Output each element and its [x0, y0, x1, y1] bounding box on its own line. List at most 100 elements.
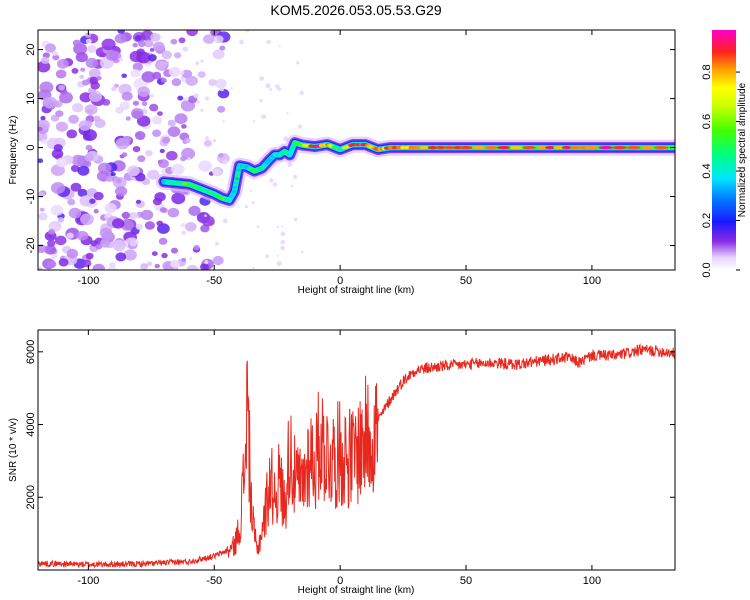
snr-x-ticks: -100 -50 0 50 100	[77, 330, 601, 587]
noise-blob	[58, 84, 66, 91]
noise-blob	[70, 182, 82, 192]
noise-dot	[205, 136, 210, 141]
noise-blob	[132, 42, 138, 48]
noise-dot	[281, 225, 283, 228]
noise-blob	[170, 247, 179, 254]
noise-blob	[47, 239, 56, 247]
noise-dot	[259, 76, 264, 81]
noise-blob	[130, 69, 141, 78]
noise-blob	[200, 263, 209, 270]
noise-blob	[85, 252, 94, 260]
colorbar-tick-label: 0.2	[701, 213, 713, 228]
colorbar-ticks: 0.0 0.2 0.4 0.6 0.8	[701, 64, 740, 278]
noise-dot	[280, 245, 285, 251]
noise-blob	[85, 57, 99, 69]
noise-dot	[291, 184, 294, 188]
noise-blob	[50, 204, 64, 216]
noise-blob	[178, 37, 186, 44]
noise-dot	[276, 261, 282, 267]
noise-blob	[136, 51, 151, 64]
noise-dot	[261, 114, 267, 119]
noise-dot	[222, 120, 225, 123]
noise-blob	[72, 103, 84, 113]
noise-blob	[167, 207, 180, 218]
noise-blob	[141, 71, 156, 83]
noise-blob	[121, 152, 128, 158]
noise-blob	[217, 105, 226, 113]
noise-dot	[269, 88, 273, 92]
noise-dot	[245, 30, 250, 33]
noise-blob	[84, 32, 92, 38]
colorbar: 0.0 0.2 0.4 0.6 0.8 Normalized spectral ampl…	[701, 30, 748, 278]
y-tick-label: 4000	[25, 412, 37, 436]
noise-blob	[44, 43, 56, 53]
noise-blob	[84, 104, 98, 115]
noise-blob	[93, 191, 104, 201]
noise-blob	[158, 237, 168, 245]
noise-blob	[201, 215, 215, 227]
noise-blob	[83, 129, 97, 141]
noise-blob	[104, 202, 117, 214]
colorbar-tick-label: 0.4	[701, 163, 713, 178]
noise-dot	[200, 108, 204, 112]
noise-blob	[107, 265, 117, 270]
noise-blob	[96, 76, 102, 81]
noise-blob	[77, 165, 90, 176]
noise-dot	[187, 157, 191, 161]
noise-dot	[230, 87, 233, 90]
ridge-hotspot	[404, 146, 411, 150]
noise-dot	[293, 174, 298, 179]
noise-blob	[85, 38, 92, 44]
noise-blob	[151, 251, 158, 256]
noise-blob	[141, 101, 148, 106]
noise-blob	[147, 169, 160, 180]
noise-blob	[101, 38, 116, 51]
noise-dot	[259, 98, 263, 103]
noise-dot	[222, 159, 228, 165]
noise-blob	[121, 73, 127, 79]
ridge-hotspot	[640, 146, 655, 150]
x-tick-label: -50	[206, 575, 222, 587]
noise-blob	[134, 131, 146, 140]
x-tick-label: 50	[460, 275, 472, 287]
noise-blob	[115, 252, 127, 262]
noise-blob	[183, 96, 189, 102]
noise-blob	[92, 263, 105, 270]
noise-dot	[272, 182, 278, 187]
noise-blob	[131, 108, 144, 119]
noise-blob	[186, 264, 199, 270]
ridge-hotspot	[232, 185, 238, 189]
noise-blob	[132, 62, 143, 72]
noise-blob	[39, 207, 45, 212]
noise-blob	[112, 239, 126, 252]
ridge-hotspot	[584, 146, 600, 150]
noise-blob	[38, 244, 47, 253]
noise-dot	[212, 138, 217, 143]
noise-dot	[239, 39, 245, 45]
noise-blob	[43, 96, 58, 109]
noise-blob	[88, 68, 101, 79]
noise-blob	[58, 258, 69, 267]
ridge-hotspot	[509, 146, 524, 150]
x-tick-label: 50	[460, 575, 472, 587]
noise-blob	[159, 207, 167, 213]
noise-blob	[48, 228, 56, 235]
noise-blob	[149, 103, 159, 112]
noise-blob	[102, 99, 111, 106]
noise-blob	[181, 69, 193, 79]
noise-dot	[195, 61, 200, 66]
noise-blob	[138, 40, 146, 47]
noise-blob	[50, 182, 66, 194]
noise-blob	[151, 116, 163, 125]
noise-dot	[280, 231, 286, 237]
noise-blob	[80, 67, 86, 72]
noise-dot	[299, 90, 304, 95]
noise-blob	[46, 260, 57, 268]
noise-blob	[186, 30, 198, 37]
snr-y-ticks: 2000 4000 6000	[25, 340, 675, 510]
noise-blob	[166, 150, 178, 161]
noise-blob	[68, 114, 79, 124]
spectrogram-ridge	[155, 134, 675, 209]
noise-blob	[99, 227, 113, 239]
